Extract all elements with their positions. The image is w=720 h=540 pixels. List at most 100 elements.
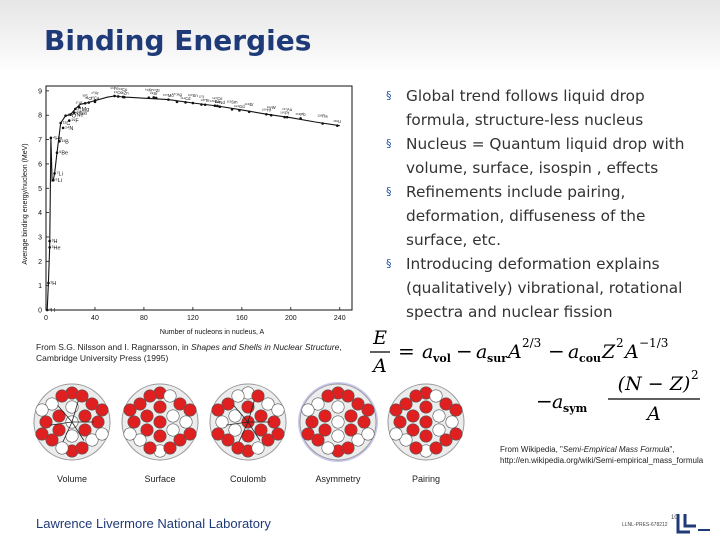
nucleon: [357, 415, 371, 429]
point-label: ¹²⁷I: [199, 95, 204, 100]
nucleon: [55, 389, 69, 403]
point-label: ¹¹B: [61, 139, 69, 145]
point-label: ¹⁰⁷Ag: [172, 92, 182, 97]
data-point: [61, 126, 65, 130]
nucleon: [221, 433, 235, 447]
nucleon: [45, 433, 59, 447]
point-label: ²⁰Ne: [72, 111, 83, 118]
nucleon: [393, 415, 407, 429]
interaction-line: [233, 405, 249, 423]
data-point: [167, 98, 170, 101]
nucleon: [133, 397, 147, 411]
y-tick-label: 9: [38, 88, 42, 95]
bullet-text: Introducing deformation explains (qualit…: [406, 255, 683, 321]
formula-exp-m13: −1/3: [639, 336, 668, 350]
data-point: [238, 109, 241, 112]
nucleon: [301, 403, 315, 417]
nucleon: [183, 427, 197, 441]
slide-title: Binding Energies: [44, 24, 312, 57]
nucleon: [55, 441, 69, 455]
citation-right-suffix: ", http://en.wikipedia.org/wiki/Semi-emp…: [500, 445, 704, 465]
nucleon: [301, 427, 315, 441]
formula-frac-denominator: A: [645, 403, 661, 425]
x-axis-label: Number of nucleons in nucleus, A: [160, 329, 265, 336]
interaction-line: [71, 421, 85, 441]
point-label: ¹²⁰Sn: [188, 93, 198, 98]
nucleon: [231, 389, 245, 403]
nucleon: [153, 415, 167, 429]
term-label: Surface: [144, 474, 175, 484]
bullet-item: § Nucleus = Quantum liquid drop with volu…: [378, 132, 708, 180]
point-label: ³H: [52, 239, 58, 245]
data-point: [299, 117, 302, 120]
data-point: [218, 105, 222, 108]
nucleon: [35, 427, 49, 441]
point-label: ¹H: [49, 308, 55, 314]
nucleon: [271, 427, 285, 441]
point-label: ⁴⁰Ar: [91, 91, 99, 96]
nucleon: [52, 409, 66, 423]
chart-citation: From S.G. Nilsson and I. Ragnarsson, in …: [36, 342, 356, 364]
nucleon: [254, 409, 268, 423]
data-point: [154, 96, 158, 100]
nucleon: [449, 403, 463, 417]
interaction-line: [226, 421, 249, 426]
y-tick-label: 3: [38, 234, 42, 241]
x-tick-label: 120: [187, 315, 199, 322]
liquid-drop-terms-diagram: Volume Surface Coulomb Asymmetry Pairing: [33, 382, 465, 484]
nucleon: [361, 427, 375, 441]
nucleon: [432, 423, 446, 437]
bullet-marker: §: [386, 137, 392, 150]
data-point: [59, 121, 62, 125]
interaction-line: [247, 400, 255, 423]
formula-lhs-numerator: E: [372, 327, 387, 349]
nucleon: [318, 409, 332, 423]
nucleon: [321, 441, 335, 455]
bullet-marker: §: [386, 89, 392, 102]
data-point: [69, 113, 72, 116]
formula-frac-numerator: (N − Z): [618, 373, 691, 395]
bullet-text: Nucleus = Quantum liquid drop with volum…: [406, 135, 685, 177]
data-point: [191, 101, 195, 105]
point-label: ⁶⁴Zn: [120, 91, 129, 96]
data-point: [184, 101, 187, 104]
liquid-drop-term: Volume: [33, 383, 111, 484]
point-label: ⁸⁴Kr: [145, 88, 153, 93]
data-point: [247, 110, 251, 114]
data-point: [336, 124, 339, 127]
y-tick-label: 6: [38, 161, 42, 168]
formula-A-cou: A: [623, 341, 639, 363]
nucleon: [439, 397, 453, 411]
nucleon: [331, 415, 345, 429]
point-label: ⁴⁰Ca: [91, 95, 101, 100]
formula-exp-23: 2/3: [522, 336, 541, 350]
point-label: ²²⁶Ra: [318, 113, 329, 118]
formula-sub-sur: sur: [487, 352, 507, 365]
interaction-line: [62, 421, 73, 443]
nucleon: [251, 389, 265, 403]
point-label: ²³⁸U: [334, 119, 342, 124]
data-point: [77, 105, 81, 109]
plot-frame: [45, 85, 353, 311]
liquid-drop-term: Asymmetry: [298, 382, 378, 484]
formula-sub-sym: sym: [563, 402, 588, 415]
nucleon: [331, 400, 345, 414]
nucleon: [419, 429, 433, 443]
nucleon: [127, 415, 141, 429]
nucleon: [166, 423, 180, 437]
data-point: [213, 104, 217, 108]
term-label: Volume: [57, 474, 87, 484]
nucleon: [78, 409, 92, 423]
y-tick-label: 0: [38, 308, 42, 315]
llnl-logo-icon: [676, 514, 710, 534]
point-label: ¹⁵⁸Gd: [234, 104, 245, 109]
point-label: ¹⁰⁰Mo: [163, 93, 174, 98]
nucleon: [331, 429, 345, 443]
point-label: ¹⁹⁵Pt: [280, 111, 290, 116]
y-tick-label: 5: [38, 186, 42, 193]
point-label: ¹³⁰Te: [201, 98, 211, 103]
x-tick-label: 0: [44, 315, 48, 322]
point-label: ¹⁴⁰Ce: [212, 96, 223, 101]
point-label: ⁶³Cu: [119, 87, 128, 92]
y-tick-label: 1: [38, 283, 42, 290]
